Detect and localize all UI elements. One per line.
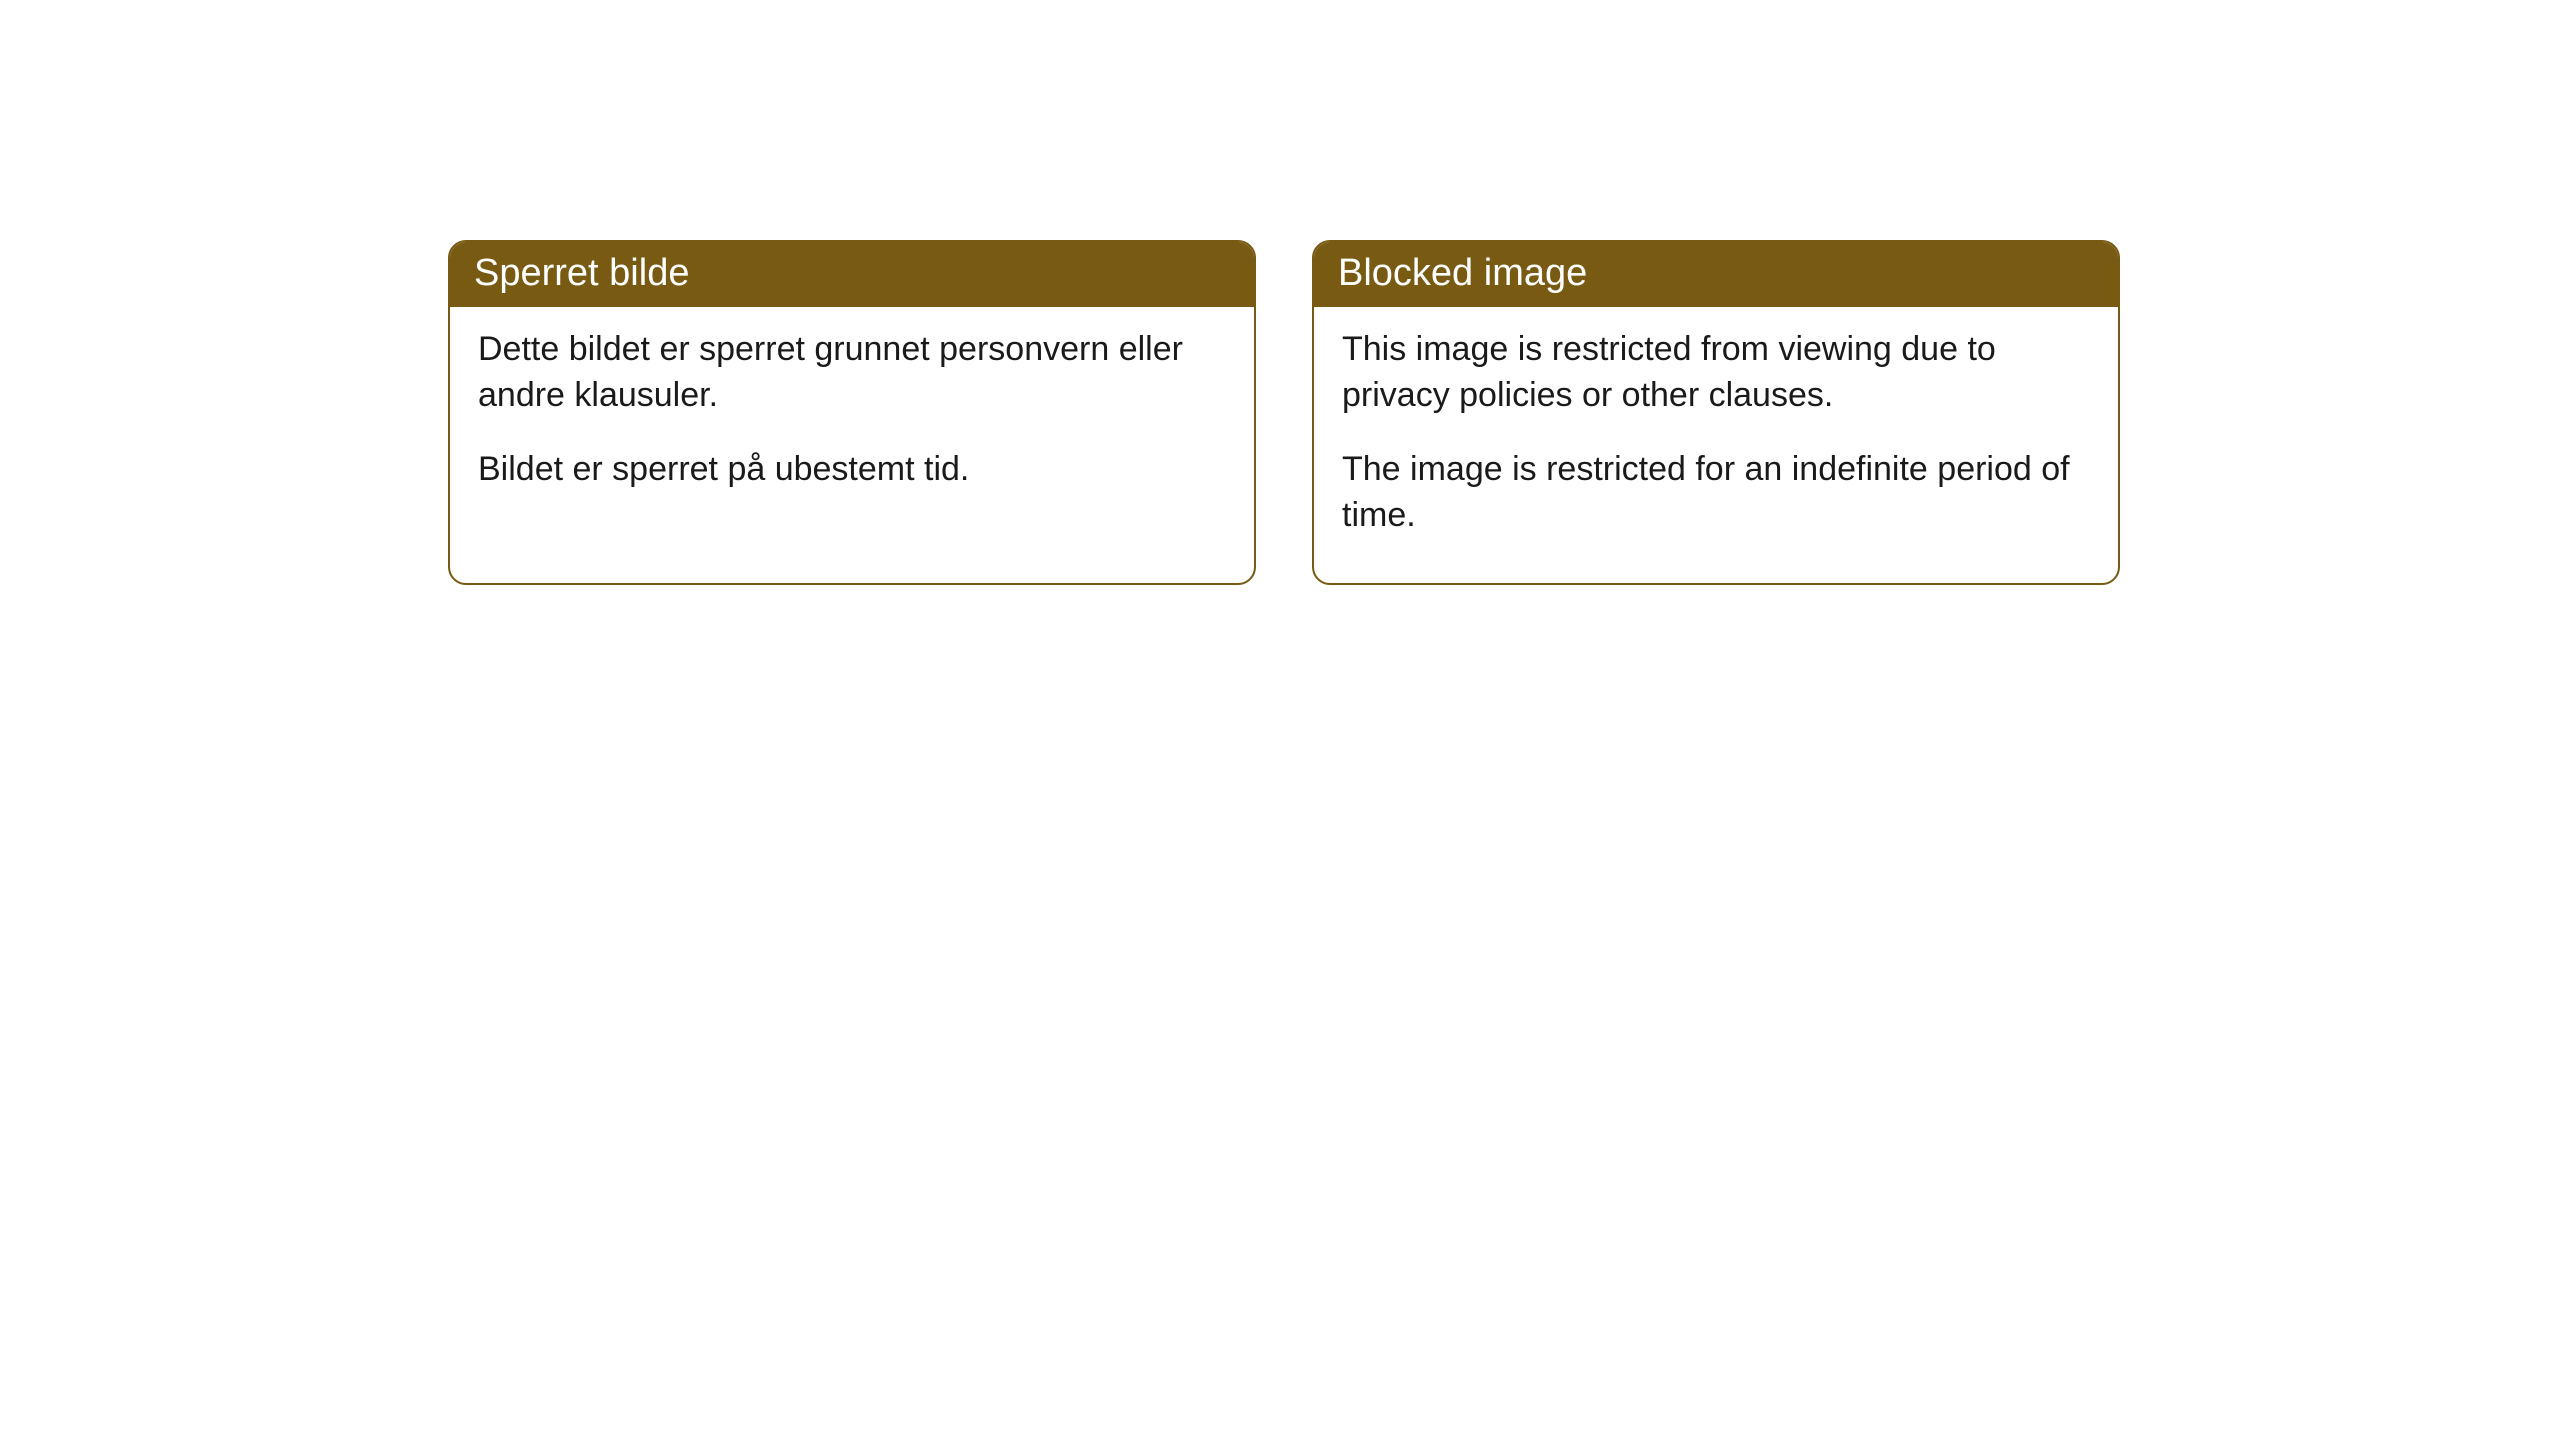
card-para1-no: Dette bildet er sperret grunnet personve… [478,327,1226,419]
card-title-no: Sperret bilde [474,252,689,294]
card-para1-en: This image is restricted from viewing du… [1342,327,2090,419]
cards-container: Sperret bilde Dette bildet er sperret gr… [0,0,2560,585]
card-header-no: Sperret bilde [450,242,1254,307]
card-para2-en: The image is restricted for an indefinit… [1342,447,2090,539]
blocked-image-card-no: Sperret bilde Dette bildet er sperret gr… [448,240,1256,585]
card-body-en: This image is restricted from viewing du… [1314,307,2118,583]
card-title-en: Blocked image [1338,252,1587,294]
card-header-en: Blocked image [1314,242,2118,307]
card-body-no: Dette bildet er sperret grunnet personve… [450,307,1254,537]
card-para2-no: Bildet er sperret på ubestemt tid. [478,447,1226,493]
blocked-image-card-en: Blocked image This image is restricted f… [1312,240,2120,585]
